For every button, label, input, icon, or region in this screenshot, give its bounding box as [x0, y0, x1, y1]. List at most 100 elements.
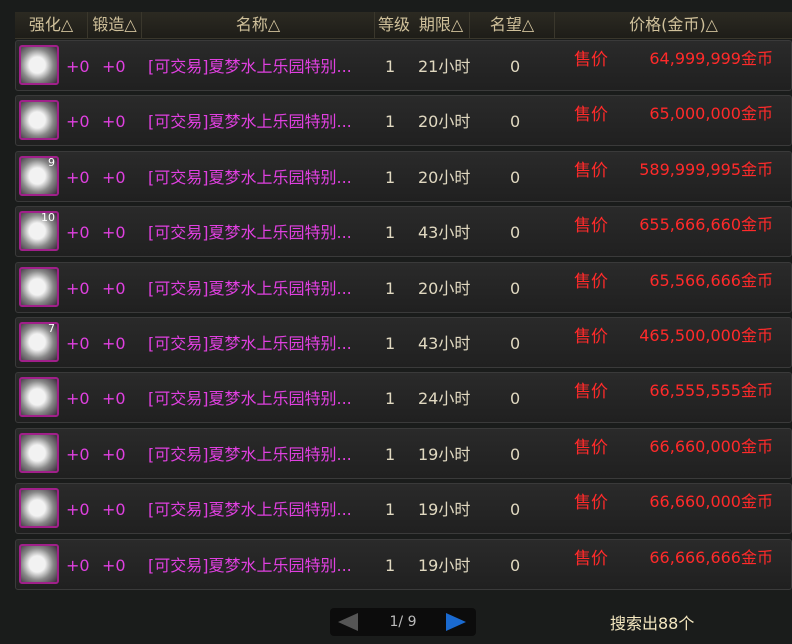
item-icon[interactable] [19, 266, 59, 307]
item-icon[interactable] [19, 100, 59, 141]
item-name[interactable]: [可交易]夏梦水上乐园特别... [148, 112, 352, 132]
level-value: 1 [385, 334, 396, 353]
level-value: 1 [385, 278, 396, 298]
sort-enhance[interactable]: 强化△ [15, 12, 88, 38]
price-value: 66,555,555金币 [649, 381, 773, 401]
next-page-icon[interactable] [446, 613, 466, 631]
enhance-value: +0 [66, 389, 90, 409]
level-value: 1 [385, 167, 396, 187]
sort-fame[interactable]: 名望△ [470, 12, 555, 38]
duration-value: 24小时 [418, 389, 471, 409]
page-indicator: 1/ 9 [389, 614, 417, 630]
fame-value: 0 [510, 223, 521, 243]
enhance-value: +0 [66, 500, 90, 520]
forge-value: +0 [102, 444, 126, 464]
item-name[interactable]: [可交易]夏梦水上乐园特别... [148, 57, 352, 76]
fame-value: 0 [510, 112, 521, 132]
enhance-value: +0 [66, 167, 90, 187]
sort-price[interactable]: 价格(金币)△ [629, 15, 718, 34]
sort-forge[interactable]: 锻造△ [88, 12, 142, 38]
enhance-value: +0 [66, 223, 90, 243]
level-value: 1 [385, 223, 396, 243]
duration-value: 43小时 [418, 223, 471, 243]
sell-label: 售价 [574, 437, 608, 458]
fame-value: 0 [510, 167, 521, 187]
forge-value: +0 [102, 389, 126, 409]
duration-value: 19小时 [418, 444, 471, 464]
item-icon[interactable]: 7 [19, 322, 59, 362]
fame-value: 0 [510, 389, 521, 409]
sort-duration[interactable]: 期限△ [413, 12, 470, 38]
item-name[interactable]: [可交易]夏梦水上乐园特别... [148, 555, 352, 575]
enhance-value: +0 [66, 555, 90, 575]
listing-row[interactable]: +0 +0 [可交易]夏梦水上乐园特别... 1 20小时 0 售价 65,56… [15, 261, 792, 313]
forge-value: +0 [102, 555, 126, 575]
price-value: 589,999,995金币 [639, 159, 773, 179]
level-value: 1 [385, 57, 396, 76]
sell-label: 售价 [574, 493, 608, 514]
price-value: 66,666,666金币 [649, 547, 773, 567]
sell-label: 售价 [574, 382, 608, 403]
forge-value: +0 [102, 334, 126, 353]
fame-value: 0 [510, 278, 521, 298]
enhance-value: +0 [66, 334, 90, 353]
listing-row[interactable]: +0 +0 [可交易]夏梦水上乐园特别... 1 19小时 0 售价 66,66… [15, 483, 792, 535]
duration-value: 20小时 [418, 112, 471, 132]
listing-row[interactable]: +0 +0 [可交易]夏梦水上乐园特别... 1 19小时 0 售价 66,66… [15, 427, 792, 479]
level-value: 1 [385, 444, 396, 464]
price-value: 65,566,666金币 [649, 270, 773, 290]
listing-row[interactable]: +0 +0 [可交易]夏梦水上乐园特别... 1 20小时 0 售价 65,00… [15, 95, 792, 147]
item-icon[interactable]: 10 [19, 211, 59, 252]
forge-value: +0 [102, 112, 126, 132]
item-icon[interactable] [19, 377, 59, 418]
listing-row[interactable]: 7 +0 +0 [可交易]夏梦水上乐园特别... 1 43小时 0 售价 465… [15, 317, 792, 368]
price-value: 66,660,000金币 [649, 436, 773, 456]
item-name[interactable]: [可交易]夏梦水上乐园特别... [148, 223, 352, 243]
enhance-value: +0 [66, 278, 90, 298]
sell-label: 售价 [574, 105, 608, 126]
item-icon[interactable] [19, 543, 59, 584]
price-value: 655,666,660金币 [639, 215, 773, 235]
sell-label: 售价 [574, 160, 608, 181]
level-value: 1 [385, 500, 396, 520]
listing-row[interactable]: +0 +0 [可交易]夏梦水上乐园特别... 1 21小时 0 售价 64,99… [15, 40, 792, 91]
table-header: 强化△ 锻造△ 名称△ 等级 期限△ 名望△ 价格(金币)△ [15, 12, 792, 39]
duration-value: 19小时 [418, 555, 471, 575]
fame-value: 0 [510, 444, 521, 464]
duration-value: 20小时 [418, 278, 471, 298]
prev-page-icon[interactable] [338, 613, 358, 631]
item-name[interactable]: [可交易]夏梦水上乐园特别... [148, 444, 352, 464]
item-name[interactable]: [可交易]夏梦水上乐园特别... [148, 389, 352, 409]
item-badge: 7 [48, 322, 55, 335]
forge-value: +0 [102, 500, 126, 520]
item-icon[interactable] [19, 432, 59, 473]
item-icon[interactable] [19, 488, 59, 529]
listing-row[interactable]: +0 +0 [可交易]夏梦水上乐园特别... 1 24小时 0 售价 66,55… [15, 372, 792, 424]
enhance-value: +0 [66, 57, 90, 76]
forge-value: +0 [102, 278, 126, 298]
price-value: 64,999,999金币 [649, 49, 773, 68]
fame-value: 0 [510, 555, 521, 575]
listing-row[interactable]: 9 +0 +0 [可交易]夏梦水上乐园特别... 1 20小时 0 售价 589… [15, 150, 792, 202]
level-value: 1 [385, 389, 396, 409]
item-name[interactable]: [可交易]夏梦水上乐园特别... [148, 278, 352, 298]
forge-value: +0 [102, 57, 126, 76]
level-value: 1 [385, 112, 396, 132]
item-icon[interactable] [19, 45, 59, 85]
enhance-value: +0 [66, 444, 90, 464]
price-value: 66,660,000金币 [649, 492, 773, 512]
pagination: 1/ 9 [330, 608, 476, 636]
sort-name[interactable]: 名称△ [142, 12, 375, 38]
item-name[interactable]: [可交易]夏梦水上乐园特别... [148, 334, 352, 353]
item-name[interactable]: [可交易]夏梦水上乐园特别... [148, 167, 352, 187]
item-icon[interactable]: 9 [19, 155, 59, 196]
item-name[interactable]: [可交易]夏梦水上乐园特别... [148, 500, 352, 520]
listing-row[interactable]: 10 +0 +0 [可交易]夏梦水上乐园特别... 1 43小时 0 售价 65… [15, 206, 792, 258]
fame-value: 0 [510, 334, 521, 353]
header-level: 等级 [377, 15, 410, 34]
price-value: 465,500,000金币 [639, 326, 773, 345]
sell-label: 售价 [574, 216, 608, 237]
level-value: 1 [385, 555, 396, 575]
item-badge: 9 [48, 155, 55, 169]
listing-row[interactable]: +0 +0 [可交易]夏梦水上乐园特别... 1 19小时 0 售价 66,66… [15, 538, 792, 590]
